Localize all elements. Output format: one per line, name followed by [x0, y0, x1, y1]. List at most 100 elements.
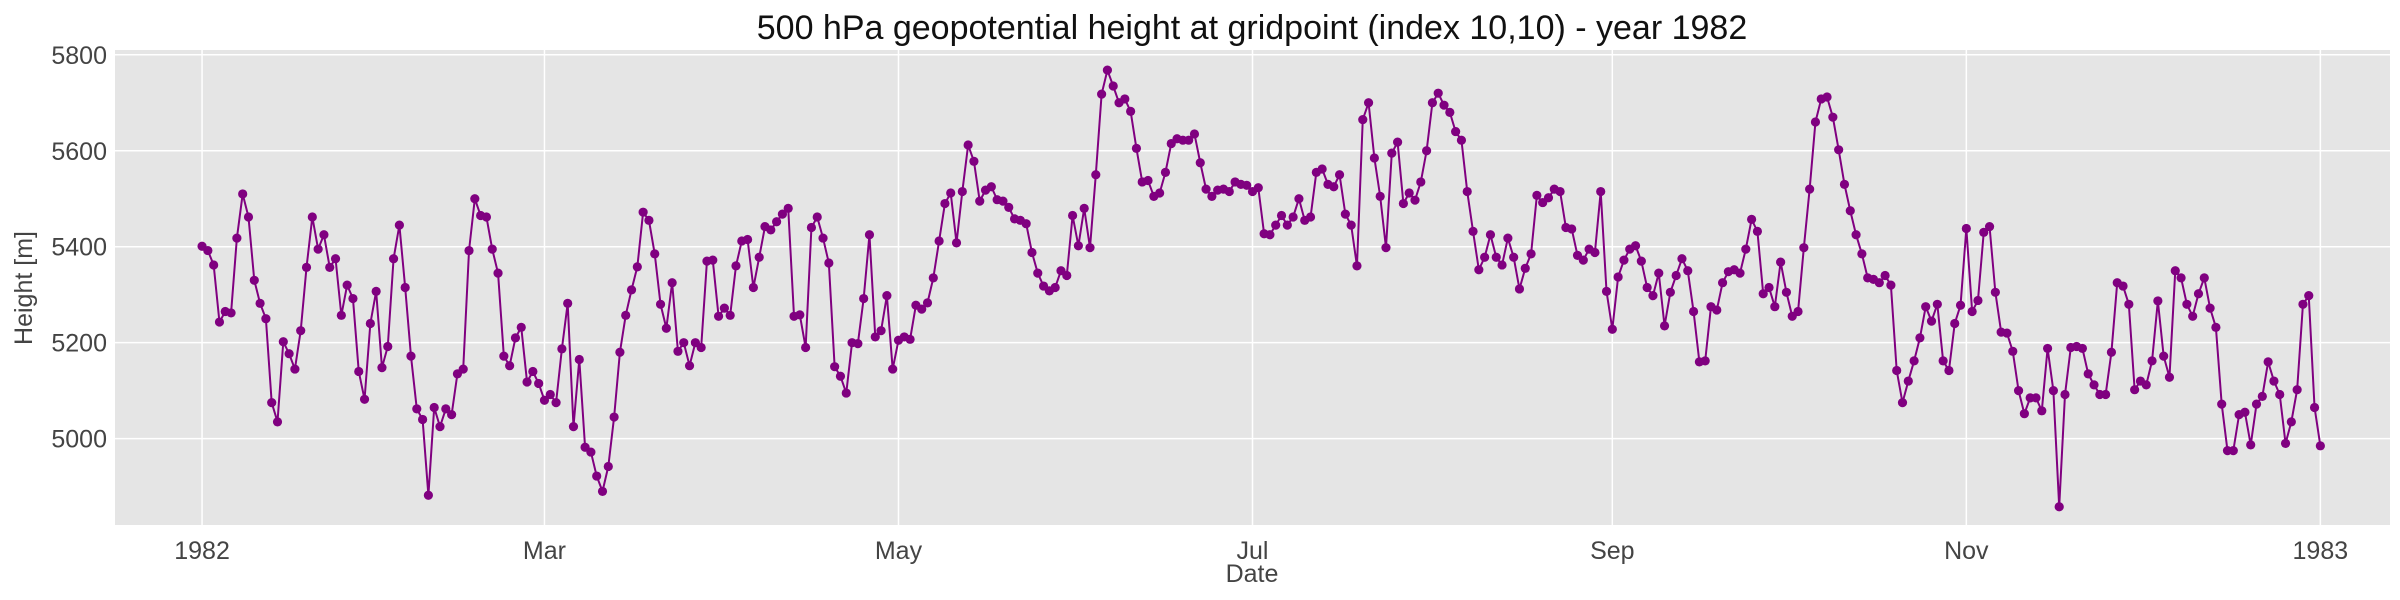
data-point [655, 299, 666, 309]
data-point [2153, 296, 2163, 306]
data-point [267, 398, 277, 408]
data-point [615, 347, 625, 357]
data-point [1195, 158, 1205, 168]
data-point [2159, 351, 2169, 361]
data-point [1398, 198, 1408, 209]
data-point [1288, 212, 1298, 222]
data-point [1897, 398, 1908, 408]
data-point [563, 298, 573, 308]
data-point [696, 342, 706, 353]
data-point [1021, 219, 1031, 229]
data-point [2275, 389, 2285, 400]
data-point [1085, 243, 1095, 253]
data-point [1979, 227, 1989, 237]
data-point [1427, 98, 1438, 108]
x-tick-label: Nov [1944, 537, 1989, 565]
data-point [429, 402, 439, 413]
data-point [394, 220, 404, 230]
data-point [1445, 107, 1455, 117]
data-point [934, 236, 944, 246]
data-point [2170, 266, 2180, 276]
data-point [1944, 365, 1954, 376]
data-point [1410, 195, 1420, 205]
data-point [1712, 305, 1722, 315]
data-point [255, 298, 265, 308]
data-point [1073, 241, 1083, 251]
data-point [1416, 177, 1426, 187]
data-point [632, 262, 642, 272]
data-point [470, 194, 480, 204]
data-point [673, 346, 683, 356]
data-point [1688, 306, 1699, 317]
data-point [731, 261, 741, 271]
data-point [1654, 268, 1664, 278]
data-point [2008, 346, 2018, 356]
data-point [1271, 220, 1281, 230]
data-point [2182, 299, 2192, 309]
data-point [383, 341, 393, 352]
data-point [626, 285, 637, 295]
data-point [342, 280, 352, 290]
data-point [499, 351, 509, 361]
data-point [1067, 210, 1078, 221]
data-point [679, 338, 689, 348]
data-point [824, 258, 834, 268]
data-point [2013, 386, 2024, 396]
data-point [1224, 186, 1234, 197]
data-point [1776, 257, 1786, 267]
data-point [1967, 306, 1977, 317]
data-point [1659, 321, 1670, 331]
data-point [1282, 220, 1292, 230]
data-point [336, 310, 346, 320]
data-point [1665, 287, 1675, 297]
data-point [359, 394, 370, 404]
data-point [261, 314, 271, 324]
data-point [2240, 407, 2250, 417]
data-point [284, 349, 294, 359]
data-point [1590, 247, 1600, 258]
data-point [2304, 291, 2314, 301]
data-point [2217, 399, 2227, 409]
data-point [1747, 214, 1757, 224]
data-point [423, 490, 433, 500]
data-point [1091, 170, 1101, 180]
y-tick-label: 5800 [51, 42, 107, 70]
data-point [1764, 282, 1774, 293]
data-point [2199, 273, 2209, 283]
data-point [603, 461, 613, 472]
data-point [1613, 272, 1623, 282]
data-point [1857, 249, 1867, 259]
data-point [209, 260, 219, 270]
data-point [1004, 202, 1014, 212]
data-point [319, 230, 329, 240]
data-point [609, 412, 619, 422]
data-point [946, 188, 956, 198]
data-point [516, 322, 526, 332]
data-point [1189, 129, 1200, 139]
data-point [644, 215, 654, 225]
data-point [406, 351, 416, 361]
data-point [1886, 280, 1896, 290]
x-tick-label: May [875, 537, 923, 565]
data-point [905, 334, 915, 344]
data-point [214, 317, 225, 327]
data-point [2130, 385, 2140, 395]
y-axis-label: Height [m] [10, 231, 38, 345]
data-point [1242, 180, 1252, 190]
data-point [1619, 255, 1629, 265]
data-point [818, 233, 828, 243]
data-point [1358, 114, 1368, 125]
data-point [592, 471, 602, 481]
x-axis-label: Date [1226, 560, 1279, 588]
data-point [545, 389, 555, 400]
data-point [1375, 191, 1385, 201]
data-point [278, 337, 288, 347]
data-point [272, 417, 283, 427]
data-point [783, 203, 793, 213]
data-point [661, 323, 671, 333]
data-point [841, 388, 851, 398]
data-point [1752, 226, 1763, 236]
data-point [226, 308, 236, 318]
data-point [1160, 167, 1171, 177]
